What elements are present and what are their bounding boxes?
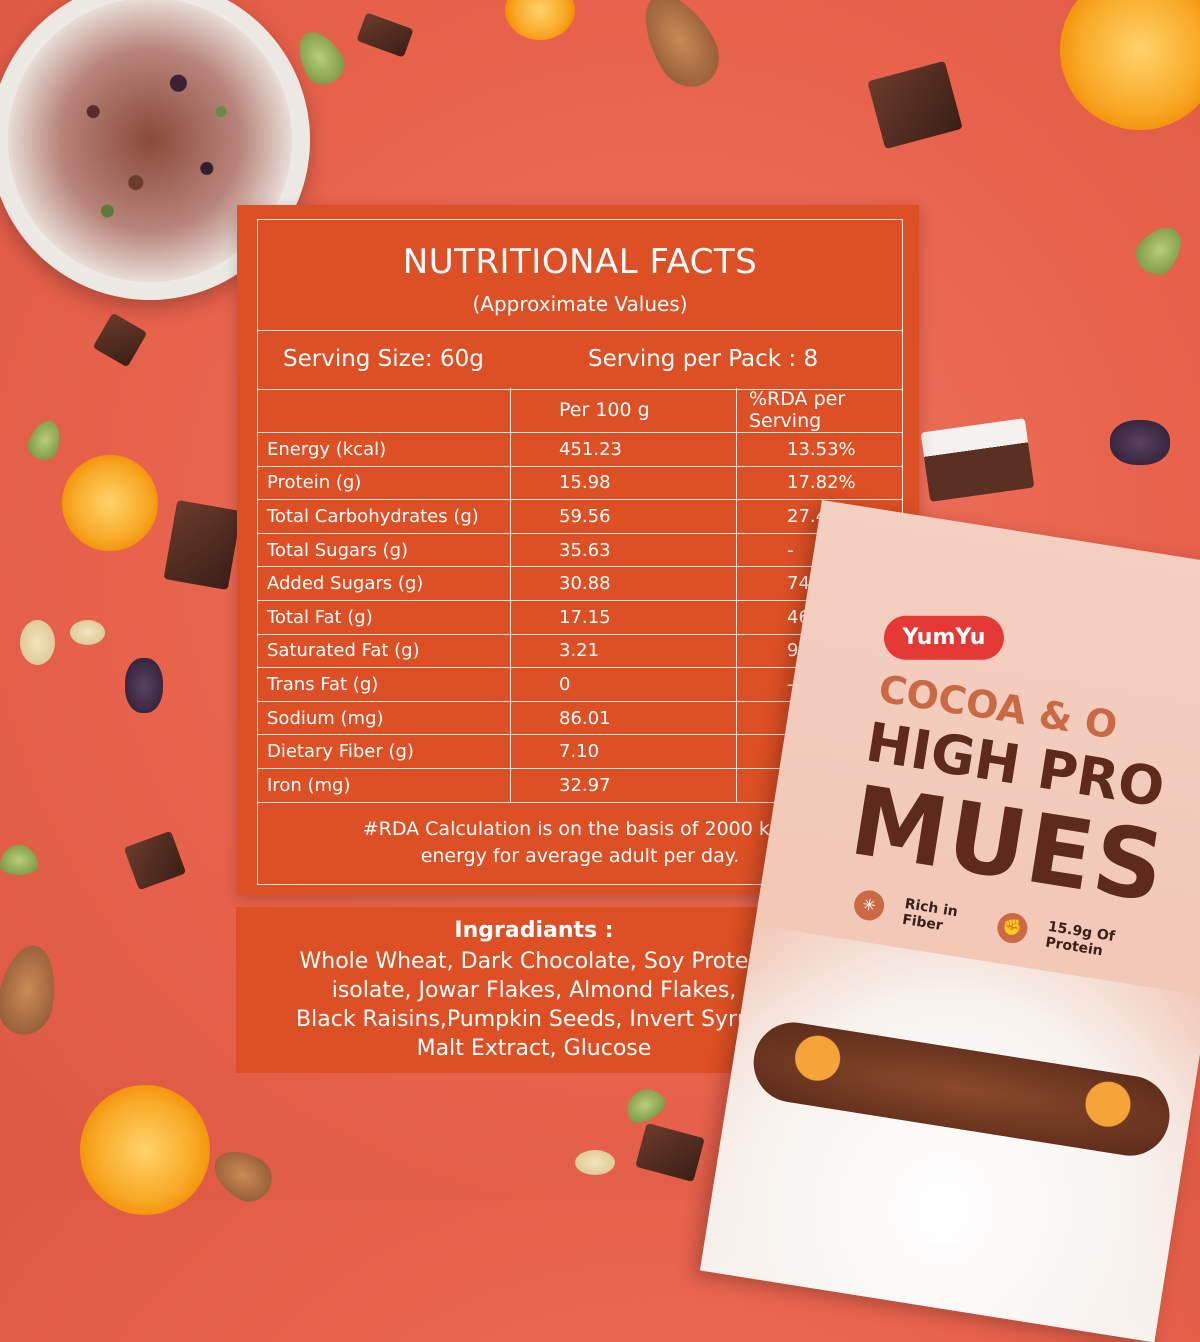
ingredients-line: isolate, Jowar Flakes, Almond Flakes, [331,978,737,1003]
nutrient-name: Total Sugars (g) [258,532,511,568]
chocolate-piece-image [635,1123,705,1182]
orange-slice-image [505,0,575,40]
ingredients-panel: Ingradiants : Whole Wheat, Dark Chocolat… [236,907,832,1073]
nutrient-name: Dietary Fiber (g) [258,734,511,769]
oat-flake-image [20,620,55,665]
header-nutrient [258,388,511,433]
ingredients-list: Whole Wheat, Dark Chocolate, Soy Protein… [236,947,832,1063]
chocolate-piece-image [356,12,414,58]
nutrient-per-100g: 7.10 [510,734,737,769]
nutrient-per-100g: 0 [510,667,737,702]
nutrient-per-100g: 451.23 [510,432,737,467]
chocolate-piece-image [920,418,1035,502]
nutrient-rda: 13.53% [736,432,902,467]
nutrient-rda: 17.82% [736,465,902,501]
raisin-image [125,658,163,713]
pumpkin-seed-image [0,845,38,875]
nutrient-per-100g: 86.01 [510,700,737,736]
serving-size: Serving Size: 60g [283,346,484,372]
pumpkin-seed-image [24,416,66,464]
ingredients-title: Ingradiants : [454,918,614,943]
orange-slice-image [1060,0,1200,130]
serving-per-pack: Serving per Pack : 8 [588,346,819,372]
almond-image [205,1140,280,1210]
raisin-image [1110,420,1170,465]
nutrient-name: Protein (g) [258,465,511,501]
ingredients-line: Whole Wheat, Dark Chocolate, Soy Protein [299,949,769,974]
nutrient-per-100g: 17.15 [510,599,737,635]
nutrient-name: Iron (mg) [258,767,511,803]
chocolate-piece-image [123,830,187,891]
brand-logo: YumYu [883,615,1004,660]
pumpkin-seed-image [1128,217,1192,283]
nutrient-per-100g: 59.56 [510,499,737,534]
muscle-icon: ✊ [995,910,1030,946]
nutrient-per-100g: 30.88 [510,566,737,601]
nutrient-per-100g: 3.21 [510,633,737,669]
table-row: Total Carbohydrates (g)59.5627.48% [258,499,902,534]
nutrient-name: Sodium (mg) [258,700,511,736]
nutrient-name: Trans Fat (g) [258,667,511,702]
nutrient-name: Total Carbohydrates (g) [258,499,511,534]
table-row: Added Sugars (g)30.8874.11% [258,566,902,601]
nutrient-name: Added Sugars (g) [258,566,511,601]
oat-flake-image [70,620,105,645]
nutrient-name: Saturated Fat (g) [258,633,511,669]
rda-footnote: #RDA Calculation is on the basis of 2000… [258,816,902,870]
oat-flake-image [575,1150,615,1175]
fiber-badge-text: Rich in Fiber [901,896,959,935]
header-rda: %RDA per Serving [736,388,902,433]
pumpkin-seed-image [620,1082,670,1128]
nutrient-name: Total Fat (g) [258,599,511,635]
protein-badge-text: 15.9g Of Protein [1044,918,1116,960]
ingredients-line: Black Raisins,Pumpkin Seeds, Invert Syru… [296,1007,772,1032]
rda-footnote-line: energy for average adult per day. [420,845,740,867]
nutrient-per-100g: 32.97 [510,767,737,803]
chocolate-piece-image [163,499,242,591]
chocolate-piece-image [867,60,963,150]
nutrition-title: NUTRITIONAL FACTS [402,242,758,282]
ingredients-line: Malt Extract, Glucose [416,1036,652,1061]
header-per-100g: Per 100 g [510,388,737,433]
nutrient-name: Energy (kcal) [258,432,511,467]
wheat-icon: ✳ [852,888,887,923]
nutrient-per-100g: 15.98 [510,465,737,501]
table-header-row: Per 100 g %RDA per Serving [258,388,902,433]
rda-footnote-line: #RDA Calculation is on the basis of 2000… [362,818,798,840]
nutrition-subtitle: (Approximate Values) [472,292,688,316]
table-row: Total Sugars (g) 35.63- [258,532,902,568]
table-row: Protein (g) 15.98 17.82% [258,465,902,501]
nutrient-per-100g: 35.63 [510,532,737,568]
muesli-bowl-image [0,0,310,300]
almond-image [0,940,63,1040]
table-row: Sodium (mg)86.012.5%% [258,700,902,736]
serving-info-row: Serving Size: 60g Serving per Pack : 8 [258,330,902,390]
almond-image [629,0,731,99]
chocolate-piece-image [92,312,148,368]
orange-slice-image [62,455,158,551]
table-row: Trans Fat (g) 0- [258,667,902,702]
table-row: Energy (kcal) 451.23 13.53% [258,432,902,467]
orange-slice-image [80,1085,210,1215]
